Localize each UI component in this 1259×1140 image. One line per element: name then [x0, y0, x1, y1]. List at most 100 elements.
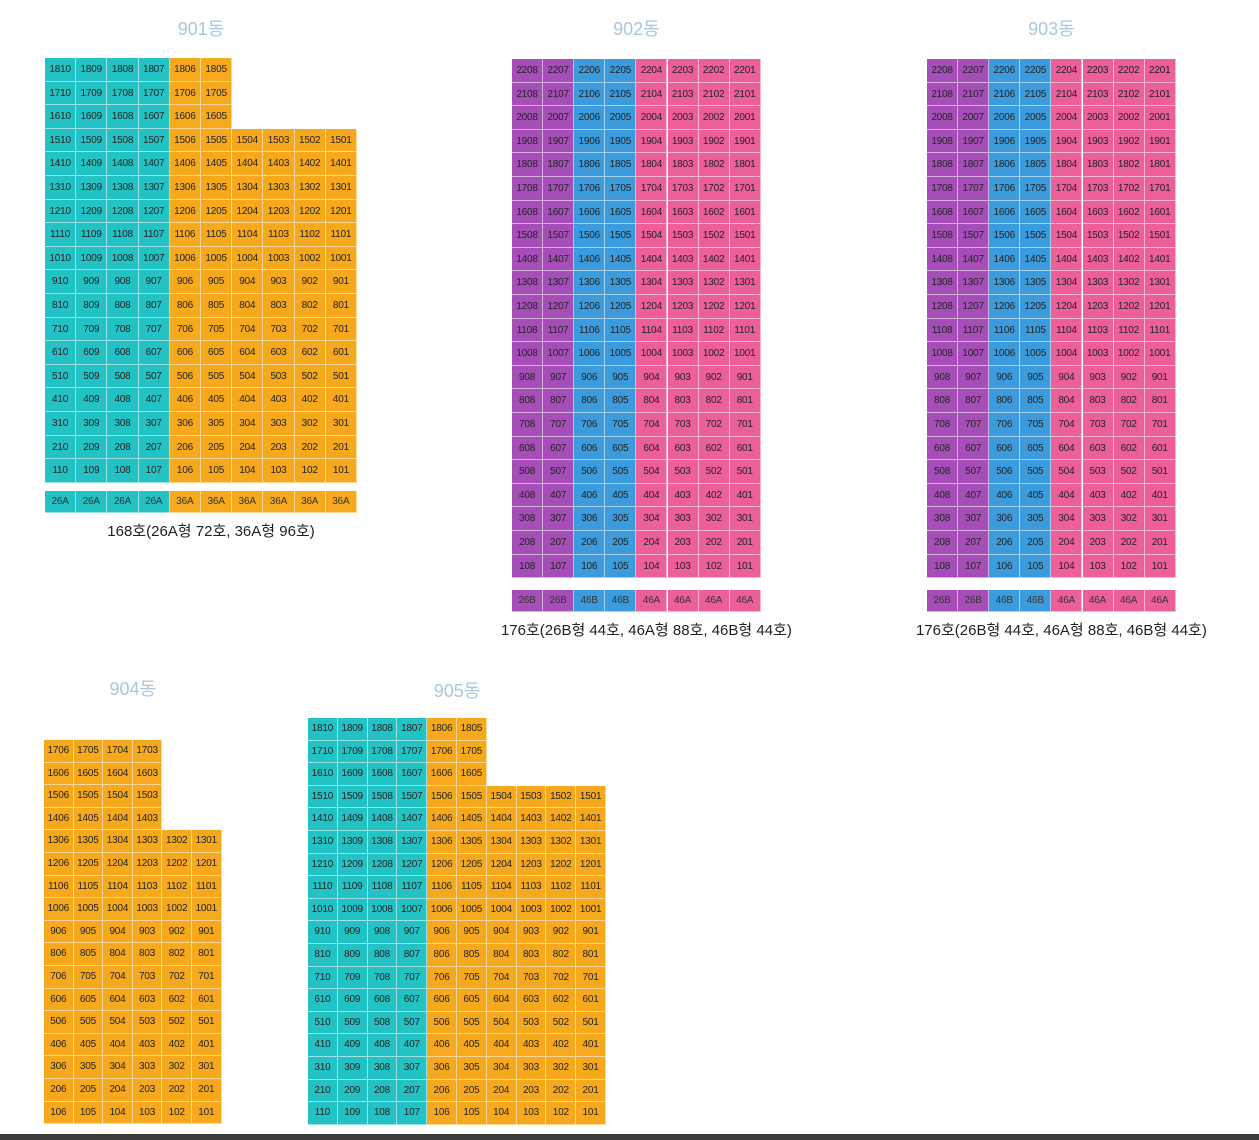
building-902: 902동 2208 2207 2206 2205 2204 2203 2202 2201 210…	[501, 18, 832, 658]
unit-type-cell: 46A	[698, 590, 730, 613]
unit-cell: 1304	[486, 831, 517, 854]
unit-cell: 306	[989, 507, 1021, 531]
unit-cell: 108	[107, 459, 139, 483]
unit-cell: 302	[294, 412, 326, 436]
unit-cell: 803	[1082, 389, 1114, 413]
unit-cell: 404	[636, 483, 668, 508]
unit-type-cell: 26A	[76, 490, 108, 513]
unit-cell: 406	[574, 483, 606, 508]
unit-cell: 1201	[729, 295, 761, 319]
unit-cell: 1110	[308, 876, 338, 899]
unit-cell: 1401	[1144, 247, 1176, 272]
unit-cell: 1208	[927, 295, 959, 319]
unit-cell: 706	[169, 317, 201, 342]
unit-cell: 1404	[636, 247, 668, 272]
unit-cell: 1001	[192, 898, 222, 921]
unit-cell: 1402	[294, 152, 326, 176]
unit-cell: 308	[512, 507, 544, 531]
unit-cell: 906	[169, 270, 201, 294]
building-title: 901동	[177, 19, 225, 39]
unit-cell: 503	[263, 364, 295, 389]
unit-cell: 1004	[232, 246, 264, 271]
unit-cell: 1606	[574, 200, 606, 225]
unit-cell: 1303	[667, 271, 699, 295]
unit-cell: 1108	[927, 318, 959, 343]
unit-cell: 2208	[927, 59, 959, 83]
unit-cell: 1805	[201, 58, 233, 82]
unit-cell: 1506	[574, 224, 606, 248]
unit-cell: 201	[325, 435, 357, 460]
unit-cell: 1204	[1051, 295, 1083, 319]
unit-cell: 706	[44, 966, 74, 989]
unit-cell: 1705	[605, 177, 637, 201]
unit-cell: 902	[294, 270, 326, 294]
unit-cell: 203	[667, 531, 699, 555]
unit-cell: 904	[636, 365, 668, 390]
unit-cell: 2006	[574, 106, 606, 130]
unit-cell: 1707	[543, 177, 575, 201]
unit-cell: 2104	[1051, 82, 1083, 107]
unit-cell: 805	[457, 944, 487, 967]
unit-cell: 1207	[543, 295, 575, 319]
unit-cell: 801	[192, 943, 222, 966]
unit-cell: 906	[574, 365, 606, 390]
unit-summary: 176호(26B형 44호, 46A형 88호, 46B형 44호)	[915, 622, 1207, 640]
unit-cell: 408	[927, 483, 959, 508]
unit-cell: 1808	[107, 58, 139, 82]
unit-cell: 302	[546, 1057, 577, 1080]
unit-cell: 2005	[1020, 106, 1052, 130]
unit-cell: 401	[1144, 483, 1176, 508]
unit-cell: 603	[667, 436, 699, 461]
unit-cell: 201	[1144, 531, 1176, 555]
unit-cell: 1609	[76, 105, 108, 129]
unit-cell: 908	[107, 270, 139, 294]
unit-cell: 805	[1020, 389, 1052, 413]
unit-cell: 2108	[512, 82, 544, 107]
unit-cell: 1410	[308, 808, 338, 831]
unit-cell: 1007	[397, 898, 428, 922]
unit-cell: 1308	[927, 271, 959, 295]
unit-cell: 803	[667, 389, 699, 413]
unit-cell: 2001	[1144, 106, 1176, 130]
unit-cell: 1203	[667, 295, 699, 319]
unit-cell: 1205	[201, 199, 233, 224]
unit-cell: 901	[729, 365, 761, 390]
unit-cell: 1210	[308, 853, 338, 877]
unit-cell: 901	[1144, 365, 1176, 390]
unit-cell: 1708	[512, 177, 544, 201]
unit-cell: 808	[107, 294, 139, 318]
unit-cell: 107	[958, 554, 990, 579]
unit-cell: 2103	[667, 82, 699, 107]
unit-cell: 1203	[1082, 295, 1114, 319]
unit-cell: 1006	[427, 898, 457, 922]
unit-cell: 403	[667, 483, 699, 508]
unit-cell: 704	[1051, 413, 1083, 437]
unit-cell: 303	[516, 1057, 547, 1080]
unit-cell: 1707	[138, 81, 170, 106]
unit-cell: 803	[132, 943, 163, 966]
unit-cell: 503	[1082, 460, 1114, 484]
unit-cell: 304	[1051, 507, 1083, 531]
unit-cell: 1404	[1051, 247, 1083, 272]
unit-cell: 1403	[1082, 247, 1114, 272]
unit-cell: 409	[337, 1034, 368, 1057]
unit-cell: 1501	[729, 224, 761, 248]
unit-cell: 106	[427, 1102, 457, 1125]
unit-cell: 1502	[698, 224, 730, 248]
unit-cell: 1406	[574, 247, 606, 272]
unit-cell: 1908	[512, 129, 544, 154]
unit-cell: 306	[169, 412, 201, 436]
unit-cell: 602	[698, 436, 730, 461]
unit-cell: 907	[958, 365, 990, 390]
unit-cell: 1608	[927, 200, 959, 225]
unit-cell: 1102	[162, 875, 192, 899]
unit-cell: 1809	[337, 718, 368, 741]
unit-cell: 802	[1113, 389, 1145, 413]
unit-cell: 602	[546, 989, 577, 1012]
unit-cell: 2207	[543, 59, 575, 83]
unit-cell: 1301	[1144, 271, 1176, 295]
unit-cell: 1808	[927, 153, 959, 177]
unit-cell: 107	[138, 459, 170, 483]
unit-cell: 310	[45, 412, 77, 436]
unit-cell: 1708	[367, 740, 398, 764]
